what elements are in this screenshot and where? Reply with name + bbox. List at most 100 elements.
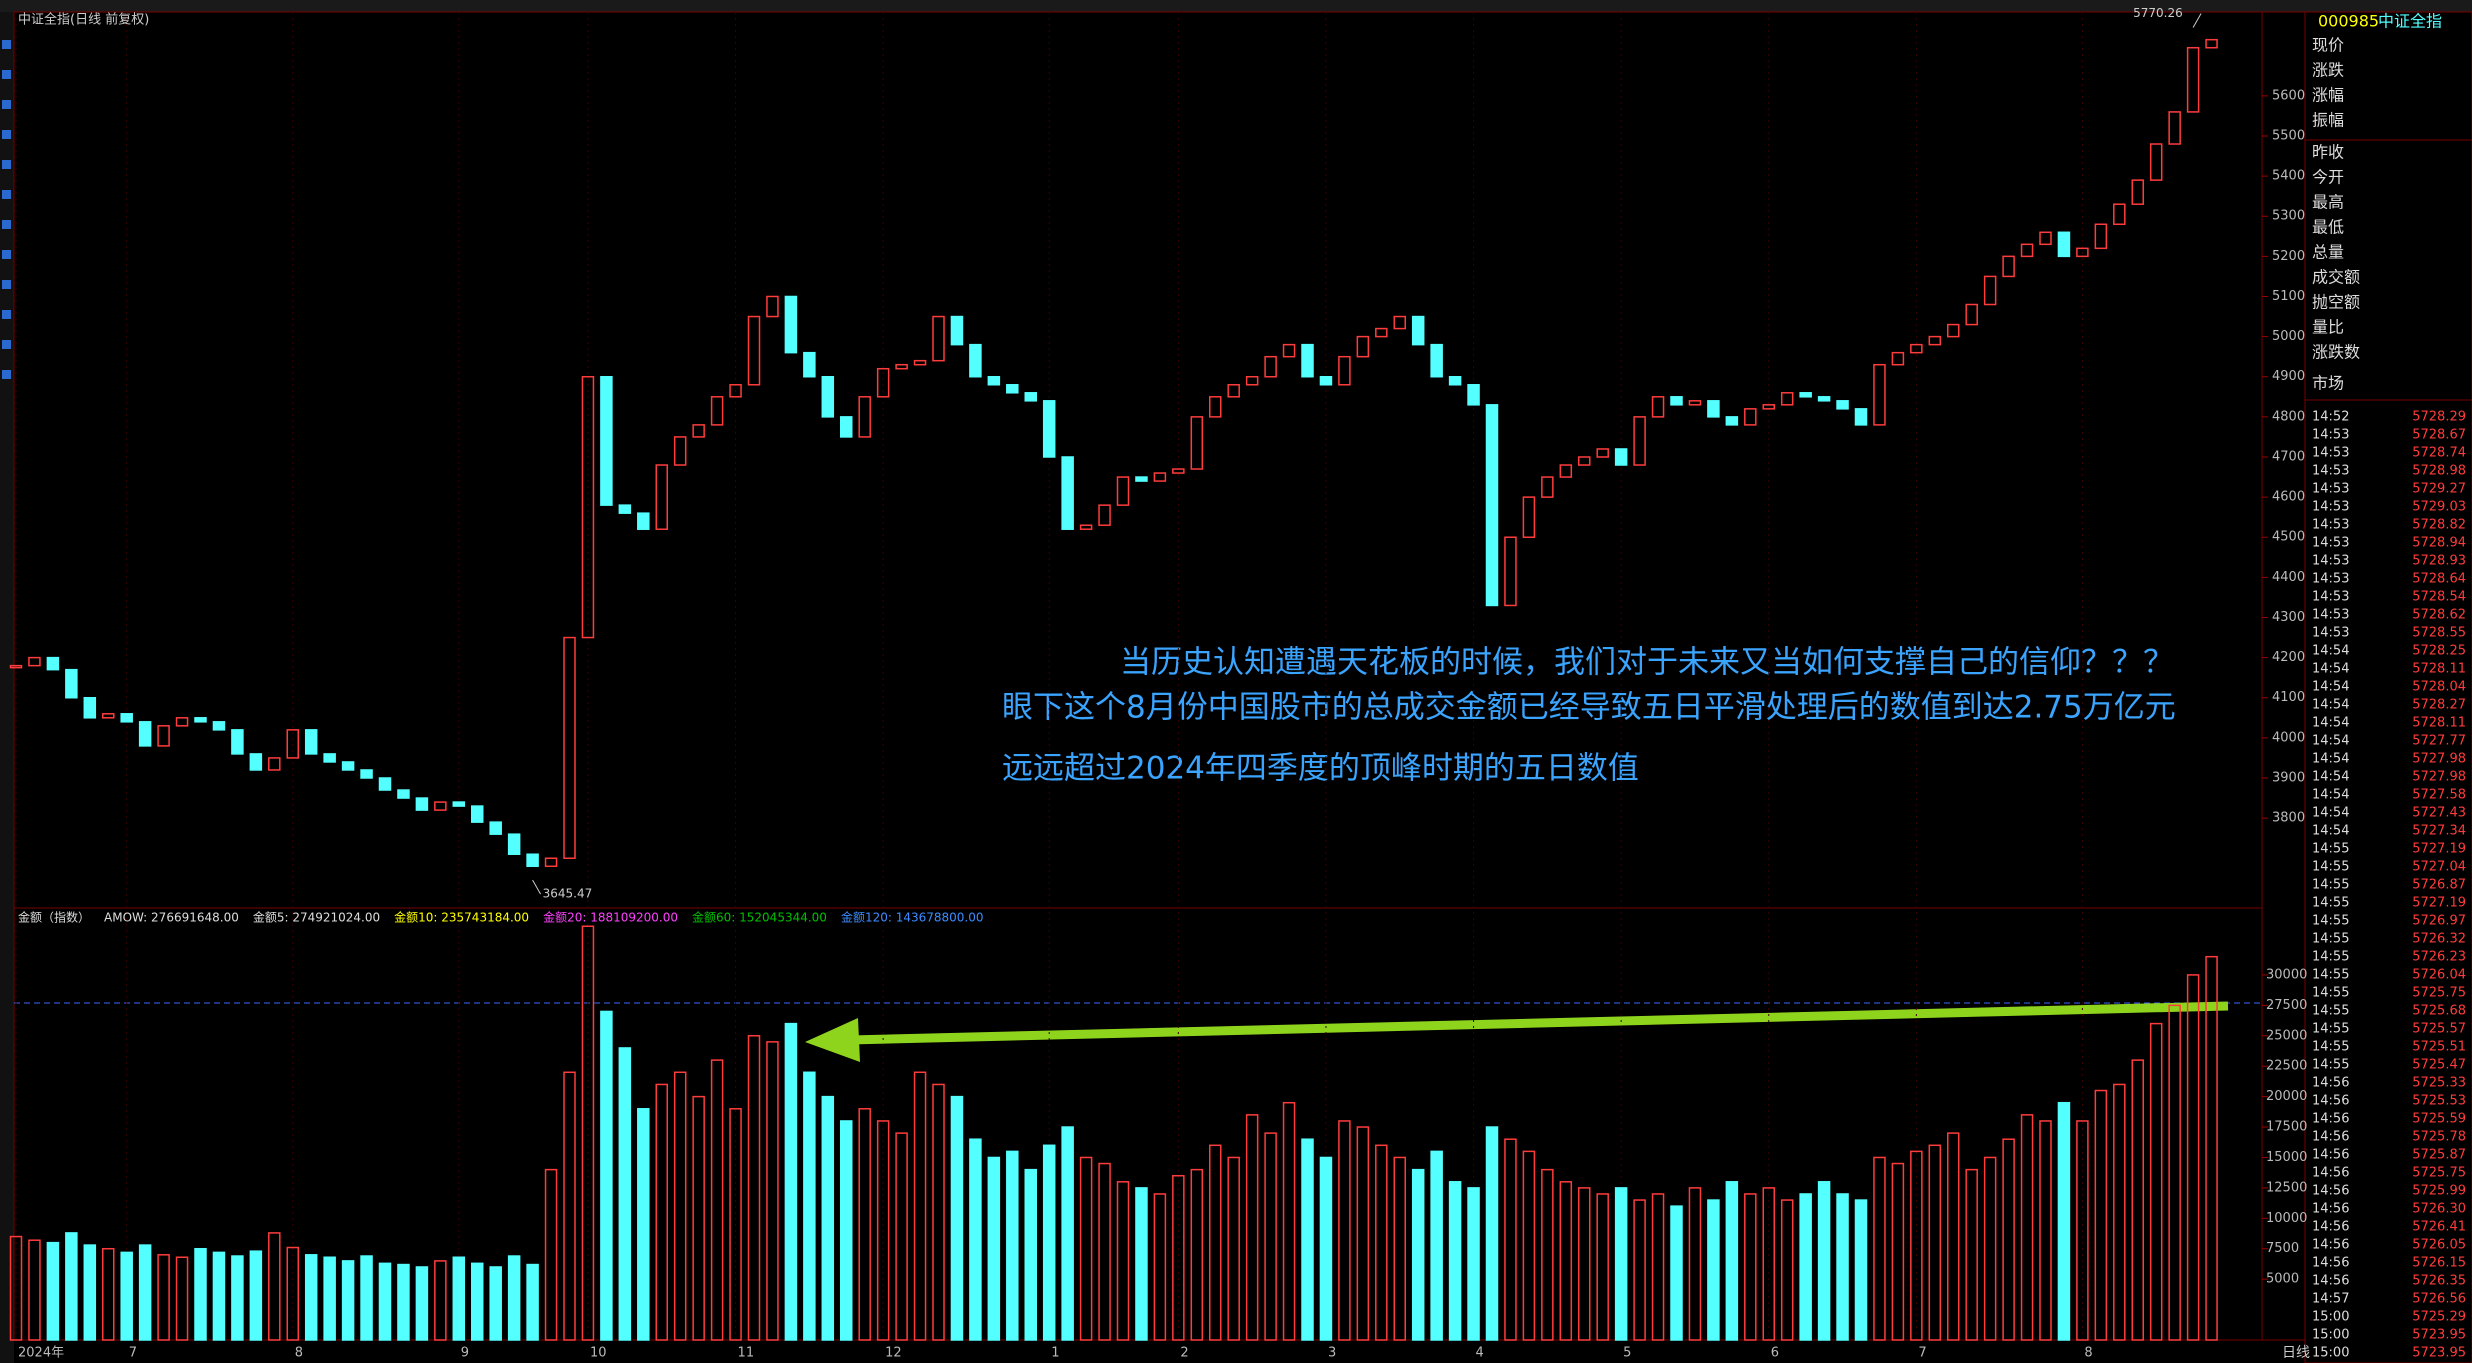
tick-time: 14:56 [2312,1202,2349,1217]
candle [1079,524,1093,530]
tick-time: 14:56 [2312,1166,2349,1181]
menu-bar[interactable] [0,0,2472,12]
volume-bar [858,1108,871,1341]
candle [2039,231,2052,246]
period-label[interactable]: 日线 [2282,1345,2310,1361]
candle [489,821,502,835]
tick-price: 5727.43 [2412,806,2466,821]
candle [175,717,189,727]
tick-time: 14:55 [2312,1040,2349,1055]
annotation: 远远超过2024年四季度的顶峰时期的五日数值 [1002,751,1639,787]
tick-price: 5726.97 [2412,914,2466,929]
volume-bar [1098,1162,1111,1341]
volume-bar [83,1244,97,1341]
tick-time: 14:54 [2312,716,2349,731]
volume-bar [2186,974,2200,1341]
y2-tick-label: 10000 [2266,1211,2307,1226]
candle [747,315,761,386]
volume-bar [1153,1193,1167,1341]
tick-price: 5727.98 [2412,770,2466,785]
candle [1264,355,1277,378]
x-tick-label: 2 [1180,1346,1188,1361]
y-tick-label: 4900 [2272,369,2305,384]
tick-time: 14:56 [2312,1130,2349,1145]
candle [323,753,336,763]
tick-time: 14:53 [2312,608,2349,623]
left-toolbar[interactable] [0,12,14,1363]
candle [895,363,908,370]
tick-price: 5725.33 [2412,1076,2466,1091]
tick-price: 5726.30 [2412,1202,2466,1217]
quote-field: 最高 [2312,193,2344,212]
x-tick-label: 7 [1918,1346,1926,1361]
volume-bar [378,1262,392,1341]
quote-field: 成交额 [2312,268,2360,287]
y2-tick-label: 25000 [2266,1028,2307,1043]
candle [821,375,835,418]
candle [2113,203,2126,226]
candle [1485,404,1499,607]
tick-price: 5723.95 [2412,1346,2466,1361]
candle [1707,400,1720,418]
candle [1411,315,1425,346]
candle [1762,404,1775,410]
y-tick-label: 3800 [2272,811,2305,826]
candle [2002,255,2015,278]
x-tick-label: 8 [295,1346,303,1361]
volume-bar [1375,1144,1388,1341]
volume-header: 金额10: 235743184.00 [394,910,529,925]
tick-time: 14:55 [2312,878,2349,893]
volume-bar [157,1254,170,1341]
candle [2168,111,2181,145]
volume-bar [2076,1120,2089,1341]
tick-price: 5728.98 [2412,464,2466,479]
volume-bar [231,1255,244,1341]
quote-field: 涨跌数 [2312,343,2360,362]
tick-price: 5728.04 [2412,680,2466,695]
tick-price: 5726.04 [2412,968,2466,983]
tick-price: 5726.05 [2412,1238,2466,1253]
candle [1116,476,1130,506]
quote-field: 市场 [2312,374,2344,393]
annotation: 当历史认知遭遇天花板的时候，我们对于未来又当如何支撑自己的信仰？？？ [1120,645,2174,681]
extreme-label: 3645.47 [543,887,593,901]
y2-tick-label: 5000 [2266,1272,2299,1287]
tick-time: 14:54 [2312,806,2349,821]
volume-bar [120,1251,133,1341]
candle [2020,243,2034,258]
volume-bar [1651,1193,1665,1341]
candle [471,805,484,823]
quote-name: 中证全指 [2378,12,2442,31]
volume-bar [1356,1126,1370,1341]
tick-price: 5725.51 [2412,1040,2466,1055]
volume-bar [434,1260,447,1341]
volume-bar [489,1266,502,1341]
volume-bar [286,1246,299,1341]
candle [913,359,927,366]
candle [1282,343,1296,358]
x-tick-label: 12 [885,1346,902,1361]
candle [1042,400,1056,458]
candle [1430,343,1443,378]
candle [2149,143,2163,181]
tick-price: 5727.58 [2412,788,2466,803]
tick-price: 5725.57 [2412,1022,2466,1037]
volume-bar [1780,1199,1794,1341]
candle [1006,384,1019,394]
candle [2057,231,2071,258]
volume-bar [1116,1181,1130,1341]
tick-time: 14:56 [2312,1274,2349,1289]
volume-bar [1448,1181,1462,1341]
candle [1817,396,1831,402]
volume-bar [1079,1156,1093,1341]
candle [1799,392,1812,398]
volume-bar [932,1083,945,1341]
tick-price: 5726.41 [2412,1220,2466,1235]
volume-bar [268,1232,281,1341]
candle [600,375,613,506]
volume-bar [1983,1156,1997,1341]
tick-price: 5725.99 [2412,1184,2466,1199]
volume-bar [2113,1083,2126,1341]
tick-time: 14:53 [2312,554,2349,569]
y-tick-label: 3900 [2272,770,2305,785]
